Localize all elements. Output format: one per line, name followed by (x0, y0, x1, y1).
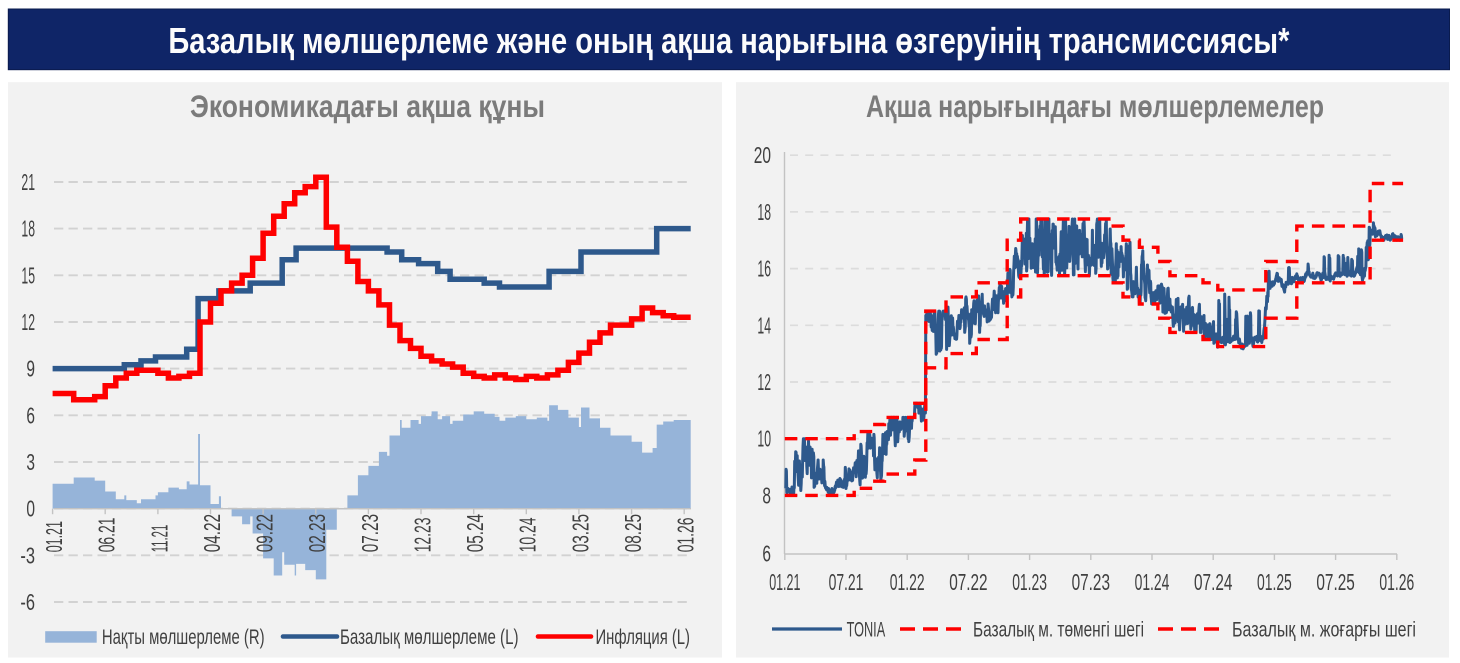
svg-text:05.24: 05.24 (462, 514, 488, 552)
svg-text:6: 6 (26, 402, 35, 428)
svg-text:10.24: 10.24 (515, 518, 541, 553)
svg-text:07.21: 07.21 (829, 569, 864, 595)
svg-text:04.22: 04.22 (199, 514, 225, 552)
svg-text:14: 14 (757, 312, 771, 338)
svg-text:07.23: 07.23 (1072, 569, 1110, 595)
svg-text:11.21: 11.21 (146, 525, 172, 553)
svg-text:12.23: 12.23 (409, 518, 435, 553)
svg-text:09.22: 09.22 (252, 514, 278, 552)
svg-text:-6: -6 (20, 589, 35, 615)
svg-text:06.21: 06.21 (94, 518, 120, 553)
svg-text:07.24: 07.24 (1194, 569, 1232, 595)
svg-text:07.25: 07.25 (1316, 569, 1354, 595)
svg-text:Ақша нарығындағы мөлшерлемелер: Ақша нарығындағы мөлшерлемелер (866, 88, 1324, 124)
svg-text:21: 21 (21, 169, 35, 195)
svg-text:01.21: 01.21 (41, 521, 67, 552)
svg-text:-3: -3 (20, 542, 35, 568)
svg-text:Базалық мөлшерлеме (L): Базалық мөлшерлеме (L) (340, 626, 519, 649)
svg-text:16: 16 (757, 256, 771, 282)
svg-text:02.23: 02.23 (304, 514, 330, 552)
svg-text:0: 0 (26, 496, 35, 522)
svg-text:Базалық мөлшерлеме және оның а: Базалық мөлшерлеме және оның ақша нарығы… (168, 20, 1290, 61)
svg-text:01.24: 01.24 (1135, 569, 1170, 595)
svg-text:01.21: 01.21 (769, 569, 800, 595)
svg-text:TONIA: TONIA (847, 619, 886, 642)
svg-text:03.25: 03.25 (567, 514, 593, 552)
svg-text:9: 9 (26, 356, 35, 382)
svg-text:18: 18 (757, 199, 771, 225)
svg-text:18: 18 (21, 216, 35, 242)
svg-text:12: 12 (757, 369, 771, 395)
svg-text:07.23: 07.23 (357, 514, 383, 552)
svg-text:20: 20 (754, 142, 771, 168)
svg-text:Нақты мөлшерлеме (R): Нақты мөлшерлеме (R) (102, 626, 265, 649)
svg-text:01.22: 01.22 (890, 569, 925, 595)
svg-text:10: 10 (757, 426, 771, 452)
svg-text:3: 3 (26, 449, 35, 475)
svg-text:01.25: 01.25 (1257, 569, 1292, 595)
svg-text:15: 15 (21, 262, 35, 288)
svg-text:01.26: 01.26 (673, 518, 699, 553)
svg-text:01.23: 01.23 (1012, 569, 1047, 595)
svg-text:Базалық м. төменгі шегі: Базалық м. төменгі шегі (973, 619, 1144, 642)
svg-text:Экономикадағы ақша құны: Экономикадағы ақша құны (190, 88, 545, 124)
svg-text:08.25: 08.25 (620, 514, 646, 552)
svg-text:8: 8 (762, 482, 771, 508)
svg-text:12: 12 (21, 309, 35, 335)
svg-text:07.22: 07.22 (949, 569, 987, 595)
svg-text:01.26: 01.26 (1379, 569, 1414, 595)
svg-text:6: 6 (762, 541, 771, 567)
svg-text:Инфляция (L): Инфляция (L) (596, 626, 691, 649)
svg-text:Базалық м. жоғарғы шегі: Базалық м. жоғарғы шегі (1232, 619, 1416, 642)
